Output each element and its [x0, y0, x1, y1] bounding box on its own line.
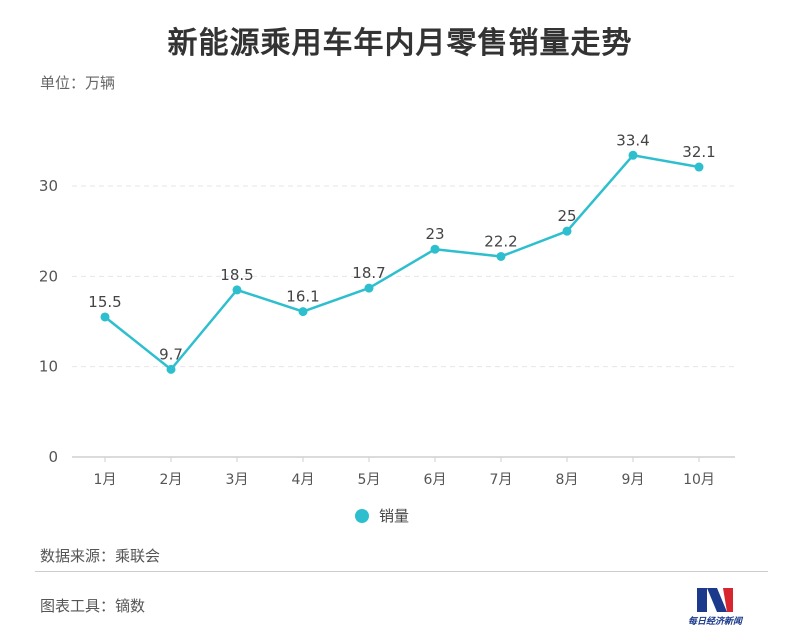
- legend[interactable]: 销量: [355, 505, 409, 526]
- y-tick-label: 10: [39, 358, 58, 376]
- x-tick-label: 6月: [424, 472, 447, 488]
- data-label: 25: [557, 207, 576, 225]
- data-point[interactable]: [364, 283, 374, 293]
- data-label: 23: [425, 225, 444, 243]
- x-tick-label: 10月: [683, 472, 715, 488]
- data-point[interactable]: [430, 244, 440, 254]
- x-tick-label: 3月: [226, 472, 249, 488]
- chart-title: 新能源乘用车年内月零售销量走势: [167, 26, 633, 61]
- data-point[interactable]: [628, 150, 638, 160]
- data-point[interactable]: [100, 312, 110, 322]
- data-label: 15.5: [88, 293, 121, 311]
- data-point[interactable]: [298, 307, 308, 317]
- data-label: 22.2: [484, 232, 517, 250]
- footer-divider: [35, 571, 768, 572]
- data-point[interactable]: [562, 226, 572, 236]
- y-tick-label: 20: [39, 267, 58, 285]
- x-tick-label: 1月: [94, 472, 117, 488]
- data-point[interactable]: [496, 251, 506, 261]
- data-label: 32.1: [682, 143, 715, 161]
- y-tick-label: 30: [39, 177, 58, 195]
- series-line-sales: [104, 154, 700, 371]
- x-tick-label: 2月: [160, 472, 183, 488]
- tool-note: 图表工具：镝数: [40, 597, 146, 615]
- legend-marker-icon: [355, 508, 369, 523]
- data-label: 18.7: [352, 264, 385, 282]
- source-note: 数据来源：乘联会: [40, 547, 161, 565]
- x-tick-label: 4月: [292, 472, 315, 488]
- data-point[interactable]: [166, 364, 176, 374]
- legend-label: 销量: [379, 507, 410, 525]
- data-label: 16.1: [286, 288, 319, 306]
- y-tick-label: 0: [48, 448, 58, 466]
- data-point[interactable]: [694, 162, 704, 172]
- x-tick-label: 8月: [556, 472, 579, 488]
- unit-label: 单位：万辆: [40, 74, 116, 92]
- line-chart: 0 10 20 30 1月 2月 3月 4月 5月 6月 7月 8月 9月 10月 15.5 9.7 18.5 1…: [39, 131, 735, 488]
- data-label: 18.5: [220, 266, 253, 284]
- x-tick-label: 9月: [622, 472, 645, 488]
- data-point[interactable]: [232, 285, 242, 295]
- x-tick-label: 7月: [490, 472, 513, 488]
- data-label: 9.7: [159, 345, 183, 363]
- x-tick-label: 5月: [358, 472, 381, 488]
- data-label: 33.4: [616, 131, 649, 149]
- nbd-logo-icon: 每日经济新闻: [688, 586, 744, 627]
- logo-text: 每日经济新闻: [688, 616, 744, 627]
